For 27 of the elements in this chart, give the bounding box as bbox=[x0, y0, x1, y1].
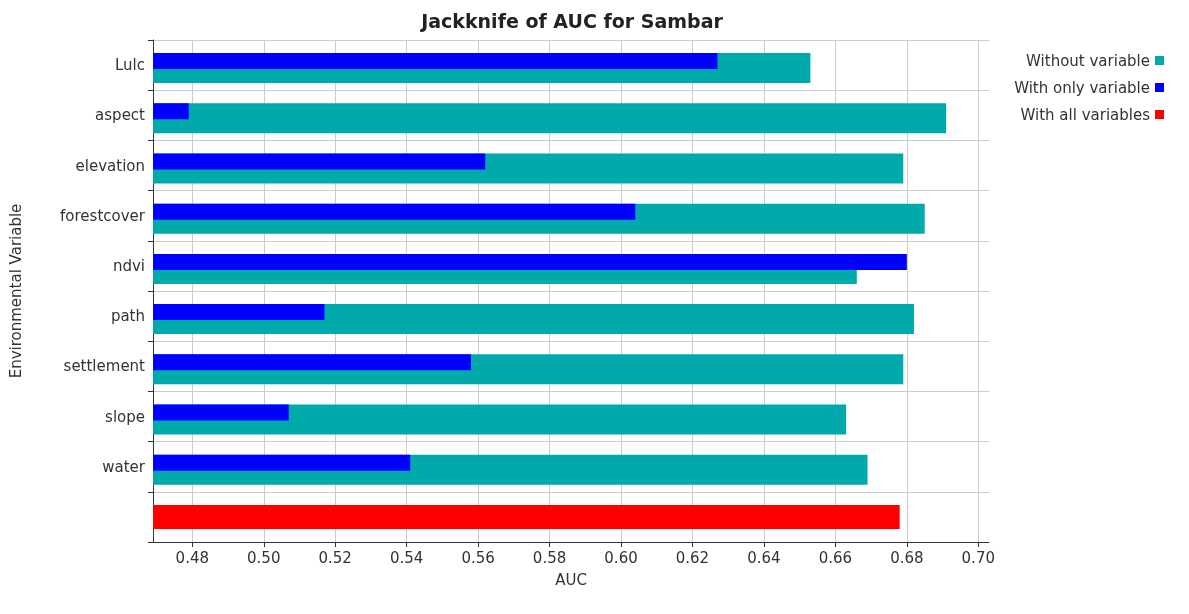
x-tick-label: 0.56 bbox=[461, 548, 495, 567]
x-tick-label: 0.60 bbox=[604, 548, 638, 567]
legend-label: With all variables bbox=[1020, 105, 1151, 124]
y-tick-label: elevation bbox=[75, 156, 145, 175]
x-tick-label: 0.62 bbox=[675, 548, 710, 567]
x-tick-label: 0.52 bbox=[318, 548, 352, 567]
y-tick-label: water bbox=[102, 457, 146, 476]
x-tick-label: 0.64 bbox=[747, 548, 781, 567]
x-tick-label: 0.70 bbox=[961, 548, 995, 567]
y-tick-label: settlement bbox=[63, 357, 146, 376]
x-tick-label: 0.54 bbox=[389, 548, 424, 567]
y-tick-label: ndvi bbox=[112, 256, 145, 275]
x-axis-title: AUC bbox=[555, 570, 587, 589]
x-tick-label: 0.58 bbox=[532, 548, 567, 567]
legend-label: Without variable bbox=[1026, 51, 1150, 70]
x-tick-label: 0.50 bbox=[247, 548, 281, 567]
y-tick-label: path bbox=[110, 307, 145, 326]
y-tick-label: slope bbox=[105, 407, 145, 426]
legend-label: With only variable bbox=[1014, 78, 1150, 97]
y-tick-label: aspect bbox=[95, 106, 146, 125]
x-tick-label: 0.48 bbox=[175, 548, 209, 567]
chart-title: Jackknife of AUC for Sambar bbox=[419, 9, 724, 32]
y-tick-label: Lulc bbox=[114, 56, 145, 75]
y-axis-title: Environmental Variable bbox=[6, 203, 25, 379]
x-tick-label: 0.66 bbox=[818, 548, 853, 567]
y-tick-label: forestcover bbox=[60, 206, 146, 225]
x-tick-label: 0.68 bbox=[890, 548, 924, 567]
